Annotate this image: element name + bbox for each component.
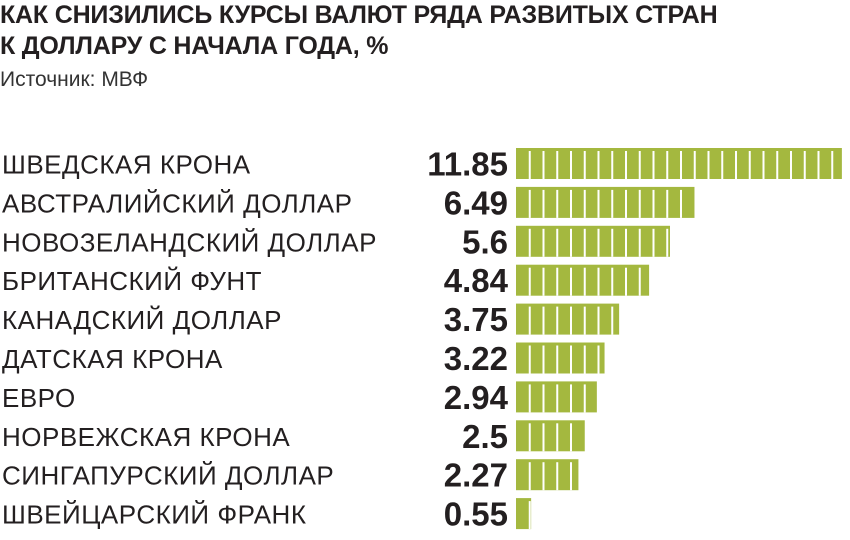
data-label: 5.6 bbox=[462, 223, 508, 260]
category-label: ШВЕДСКАЯ КРОНА bbox=[2, 150, 251, 180]
value-labels: 11.856.495.64.843.753.222.942.52.270.55 bbox=[427, 146, 508, 533]
bar bbox=[516, 420, 585, 452]
chart-title: КАК СНИЗИЛИСЬ КУРСЫ ВАЛЮТ РЯДА РАЗВИТЫХ … bbox=[0, 0, 850, 62]
data-label: 3.75 bbox=[444, 301, 508, 338]
bar bbox=[516, 342, 605, 374]
bar bbox=[516, 498, 532, 530]
data-label: 2.94 bbox=[444, 379, 509, 416]
category-label: НОРВЕЖСКАЯ КРОНА bbox=[2, 422, 290, 452]
category-label: ДАТСКАЯ КРОНА bbox=[2, 344, 223, 374]
bar-fill bbox=[516, 303, 620, 335]
category-labels: ШВЕДСКАЯ КРОНА АВСТРАЛИЙСКИЙ ДОЛЛАР НОВОЗЕ… bbox=[2, 150, 377, 530]
data-label: 3.22 bbox=[444, 340, 508, 377]
category-label: НОВОЗЕЛАНДСКИЙ ДОЛЛАР bbox=[2, 227, 377, 257]
bar-fill bbox=[516, 225, 670, 257]
category-label: ШВЕЙЦАРСКИЙ ФРАНК bbox=[2, 500, 306, 530]
bar bbox=[516, 303, 620, 335]
category-label: ЕВРО bbox=[2, 383, 76, 413]
bar bbox=[516, 264, 650, 296]
data-label: 0.55 bbox=[444, 496, 508, 533]
bars bbox=[516, 148, 842, 530]
bar bbox=[516, 148, 842, 179]
category-label: КАНАДСКИЙ ДОЛЛАР bbox=[2, 305, 282, 335]
bar-fill bbox=[516, 186, 695, 218]
bar-fill bbox=[516, 148, 842, 179]
bar bbox=[516, 459, 579, 491]
category-label: АВСТРАЛИЙСКИЙ ДОЛЛАР bbox=[2, 188, 352, 218]
data-label: 6.49 bbox=[444, 184, 508, 221]
category-label: СИНГАПУРСКИЙ ДОЛЛАР bbox=[2, 461, 334, 491]
bar-fill bbox=[516, 420, 585, 452]
data-label: 2.5 bbox=[462, 418, 508, 455]
bar-fill bbox=[516, 342, 605, 374]
bar bbox=[516, 381, 597, 413]
bar bbox=[516, 225, 670, 257]
chart-title-line-1: КАК СНИЗИЛИСЬ КУРСЫ ВАЛЮТ РЯДА РАЗВИТЫХ … bbox=[0, 1, 718, 29]
data-label: 4.84 bbox=[444, 262, 509, 299]
bar-fill bbox=[516, 459, 579, 491]
chart-source: Источник: МВФ bbox=[0, 68, 149, 91]
category-label: БРИТАНСКИЙ ФУНТ bbox=[2, 266, 262, 296]
bar-fill bbox=[516, 498, 532, 530]
bar bbox=[516, 186, 695, 218]
bar-fill bbox=[516, 264, 650, 296]
chart-title-line-2: К ДОЛЛАРУ С НАЧАЛА ГОДА, % bbox=[0, 32, 389, 60]
data-label: 2.27 bbox=[444, 457, 508, 494]
data-label: 11.85 bbox=[427, 146, 508, 183]
